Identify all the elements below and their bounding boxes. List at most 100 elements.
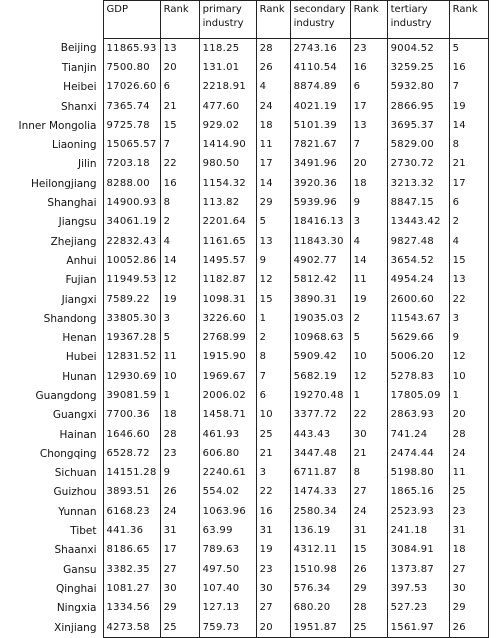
cell-rank-secondary: 7 xyxy=(349,135,388,155)
cell-primary: 118.25 xyxy=(198,38,257,59)
cell-rank-primary: 4 xyxy=(255,77,291,97)
cell-rank-gdp: 23 xyxy=(159,444,200,464)
cell-rank-gdp: 27 xyxy=(159,560,200,580)
cell-rank-primary: 27 xyxy=(255,598,291,618)
cell-primary: 1414.90 xyxy=(198,135,257,155)
cell-region: Ningxia xyxy=(56,602,97,615)
cell-gdp: 6528.72 xyxy=(102,444,161,464)
cell-rank-primary: 7 xyxy=(255,367,291,387)
cell-tertiary: 9827.48 xyxy=(386,231,450,252)
cell-rank-primary: 23 xyxy=(255,560,291,580)
cell-rank-secondary: 1 xyxy=(349,386,388,406)
table-row: Liaoning 15065.57 7 1414.90 11 7821.67 7 5829.0… xyxy=(0,135,489,155)
header-rank-tertiary: Rank xyxy=(448,0,489,39)
cell-gdp: 14900.93 xyxy=(102,193,161,213)
cell-region: Anhui xyxy=(66,254,97,267)
cell-secondary: 4902.77 xyxy=(289,251,351,271)
cell-rank-tertiary: 5 xyxy=(448,38,489,59)
cell-rank-tertiary: 20 xyxy=(448,405,489,425)
cell-rank-primary: 15 xyxy=(255,289,291,310)
cell-tertiary: 3695.37 xyxy=(386,116,450,136)
table-row: Heibei 17026.60 6 2218.91 4 8874.89 6 5932.80 7 xyxy=(0,77,489,97)
cell-gdp: 7365.74 xyxy=(102,96,161,117)
cell-rank-secondary: 15 xyxy=(349,540,388,561)
cell-rank-primary: 9 xyxy=(255,251,291,271)
cell-region: Heilongjiang xyxy=(30,177,97,190)
table-row: Xinjiang 4273.58 25 759.73 20 1951.87 25 1561.9… xyxy=(0,617,489,638)
cell-tertiary: 5629.66 xyxy=(386,328,450,348)
cell-primary: 113.82 xyxy=(198,193,257,213)
cell-region: Hubei xyxy=(65,351,97,364)
cell-rank-gdp: 26 xyxy=(159,482,200,503)
cell-gdp: 11865.93 xyxy=(102,38,161,59)
cell-rank-primary: 13 xyxy=(255,231,291,252)
cell-gdp: 9725.78 xyxy=(102,116,161,136)
cell-secondary: 4021.19 xyxy=(289,96,351,117)
cell-rank-tertiary: 8 xyxy=(448,135,489,155)
cell-rank-primary: 20 xyxy=(255,617,291,638)
table-row: Guizhou 3893.51 26 554.02 22 1474.33 27 1865.16… xyxy=(0,482,489,503)
cell-gdp: 8288.00 xyxy=(102,174,161,194)
cell-secondary: 19270.48 xyxy=(289,386,351,406)
cell-secondary: 2743.16 xyxy=(289,38,351,59)
header-region xyxy=(0,1,103,39)
cell-region: Gansu xyxy=(63,563,97,576)
table-row: Ningxia 1334.56 29 127.13 27 680.20 28 527.23 29 xyxy=(0,598,489,618)
cell-rank-secondary: 31 xyxy=(349,521,388,541)
cell-tertiary: 5198.80 xyxy=(386,463,450,483)
cell-rank-primary: 25 xyxy=(255,424,291,445)
cell-rank-primary: 18 xyxy=(255,116,291,136)
cell-rank-tertiary: 27 xyxy=(448,560,489,580)
cell-rank-gdp: 2 xyxy=(159,212,200,232)
cell-rank-gdp: 12 xyxy=(159,270,200,290)
cell-rank-gdp: 16 xyxy=(159,174,200,194)
cell-secondary: 19035.03 xyxy=(289,309,351,329)
cell-rank-primary: 21 xyxy=(255,444,291,464)
header-rank-primary: Rank xyxy=(255,0,291,39)
cell-region: Jiangsu xyxy=(58,216,97,229)
cell-secondary: 5909.42 xyxy=(289,347,351,368)
cell-tertiary: 2863.93 xyxy=(386,405,450,425)
cell-secondary: 11843.30 xyxy=(289,231,351,252)
cell-rank-tertiary: 23 xyxy=(448,502,489,522)
cell-gdp: 22832.43 xyxy=(102,231,161,252)
table-row: Shanxi 7365.74 21 477.60 24 4021.19 17 2866.95 1… xyxy=(0,96,489,117)
cell-rank-secondary: 6 xyxy=(349,77,388,97)
cell-region: Guangxi xyxy=(52,409,97,422)
table-row: Inner Mongolia 9725.78 15 929.02 18 5101.39 13… xyxy=(0,116,489,136)
table-body: Beijing 11865.93 13 118.25 28 2743.16 23 9004.5… xyxy=(0,38,489,638)
cell-region: Beijing xyxy=(60,42,97,55)
cell-rank-primary: 19 xyxy=(255,540,291,561)
cell-gdp: 19367.28 xyxy=(102,328,161,348)
cell-primary: 1969.67 xyxy=(198,367,257,387)
cell-primary: 1098.31 xyxy=(198,289,257,310)
cell-region: Heibei xyxy=(63,81,97,94)
cell-primary: 929.02 xyxy=(198,116,257,136)
cell-primary: 107.40 xyxy=(198,579,257,599)
cell-rank-tertiary: 29 xyxy=(448,598,489,618)
cell-rank-secondary: 26 xyxy=(349,560,388,580)
cell-rank-secondary: 30 xyxy=(349,424,388,445)
cell-secondary: 136.19 xyxy=(289,521,351,541)
cell-rank-gdp: 1 xyxy=(159,386,200,406)
cell-primary: 1458.71 xyxy=(198,405,257,425)
cell-region: Xinjiang xyxy=(54,621,97,634)
cell-tertiary: 397.53 xyxy=(386,579,450,599)
cell-gdp: 8186.65 xyxy=(102,540,161,561)
table-row: Jiangsu 34061.19 2 2201.64 5 18416.13 3 13443.4… xyxy=(0,212,489,232)
cell-tertiary: 13443.42 xyxy=(386,212,450,232)
cell-secondary: 4110.54 xyxy=(289,58,351,78)
cell-rank-gdp: 3 xyxy=(159,309,200,329)
cell-rank-gdp: 19 xyxy=(159,289,200,310)
cell-tertiary: 241.18 xyxy=(386,521,450,541)
cell-rank-secondary: 27 xyxy=(349,482,388,503)
table-row: Qinghai 1081.27 30 107.40 30 576.34 29 397.53 30 xyxy=(0,579,489,599)
cell-primary: 1154.32 xyxy=(198,174,257,194)
cell-primary: 2768.99 xyxy=(198,328,257,348)
cell-primary: 1915.90 xyxy=(198,347,257,368)
cell-primary: 477.60 xyxy=(198,96,257,117)
cell-rank-primary: 5 xyxy=(255,212,291,232)
cell-rank-tertiary: 17 xyxy=(448,174,489,194)
cell-rank-primary: 11 xyxy=(255,135,291,155)
cell-rank-secondary: 8 xyxy=(349,463,388,483)
